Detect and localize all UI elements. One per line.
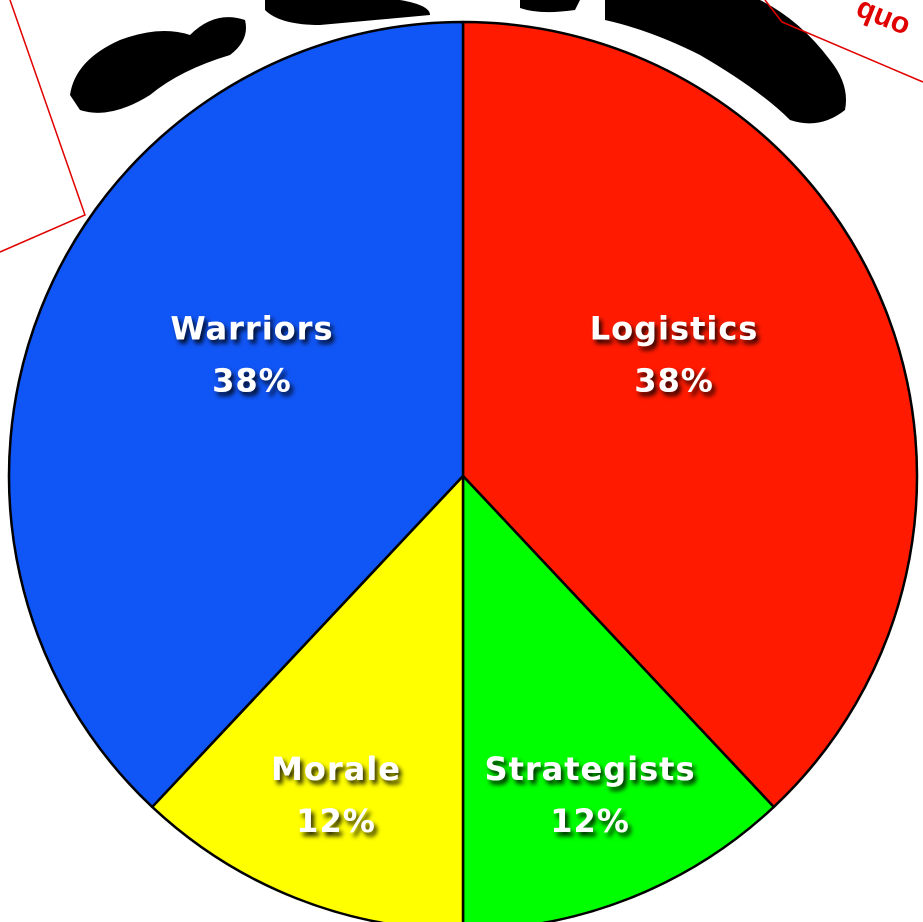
slice-name: Warriors [170, 309, 333, 347]
decoration [0, 0, 923, 253]
pie-slice [150, 474, 465, 922]
slice-value-label: 12% [296, 802, 376, 840]
pie-slice [461, 474, 776, 922]
annotation: quo [852, 0, 915, 42]
slice-name: Morale [271, 750, 401, 788]
slice-value-label: 38% [212, 361, 292, 399]
slice-name: Logistics [590, 309, 759, 347]
labels: Logistics 38% Strategists 12% Morale 12% Warri… [170, 309, 759, 840]
pie [7, 20, 919, 922]
slice-name: Strategists [485, 750, 696, 788]
pie-slice [7, 20, 465, 809]
slice-value-label: 38% [634, 361, 714, 399]
pie-slice [461, 20, 919, 809]
slice-value-label: 12% [550, 802, 630, 840]
